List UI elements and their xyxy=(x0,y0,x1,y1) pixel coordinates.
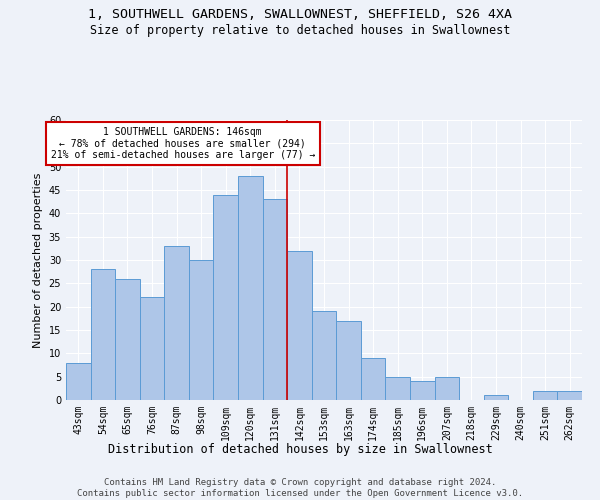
Bar xyxy=(287,250,312,400)
Bar xyxy=(484,396,508,400)
Bar xyxy=(91,270,115,400)
Text: Distribution of detached houses by size in Swallownest: Distribution of detached houses by size … xyxy=(107,442,493,456)
Bar xyxy=(140,298,164,400)
Bar xyxy=(189,260,214,400)
Bar xyxy=(164,246,189,400)
Bar xyxy=(238,176,263,400)
Bar xyxy=(336,320,361,400)
Y-axis label: Number of detached properties: Number of detached properties xyxy=(33,172,43,348)
Bar xyxy=(263,200,287,400)
Text: 1, SOUTHWELL GARDENS, SWALLOWNEST, SHEFFIELD, S26 4XA: 1, SOUTHWELL GARDENS, SWALLOWNEST, SHEFF… xyxy=(88,8,512,20)
Bar xyxy=(557,390,582,400)
Text: Size of property relative to detached houses in Swallownest: Size of property relative to detached ho… xyxy=(90,24,510,37)
Bar xyxy=(115,278,140,400)
Bar xyxy=(410,382,434,400)
Bar xyxy=(385,376,410,400)
Bar xyxy=(66,362,91,400)
Bar xyxy=(434,376,459,400)
Bar xyxy=(312,312,336,400)
Text: 1 SOUTHWELL GARDENS: 146sqm
← 78% of detached houses are smaller (294)
21% of se: 1 SOUTHWELL GARDENS: 146sqm ← 78% of det… xyxy=(50,127,315,160)
Bar xyxy=(361,358,385,400)
Bar xyxy=(533,390,557,400)
Bar xyxy=(214,194,238,400)
Text: Contains HM Land Registry data © Crown copyright and database right 2024.
Contai: Contains HM Land Registry data © Crown c… xyxy=(77,478,523,498)
